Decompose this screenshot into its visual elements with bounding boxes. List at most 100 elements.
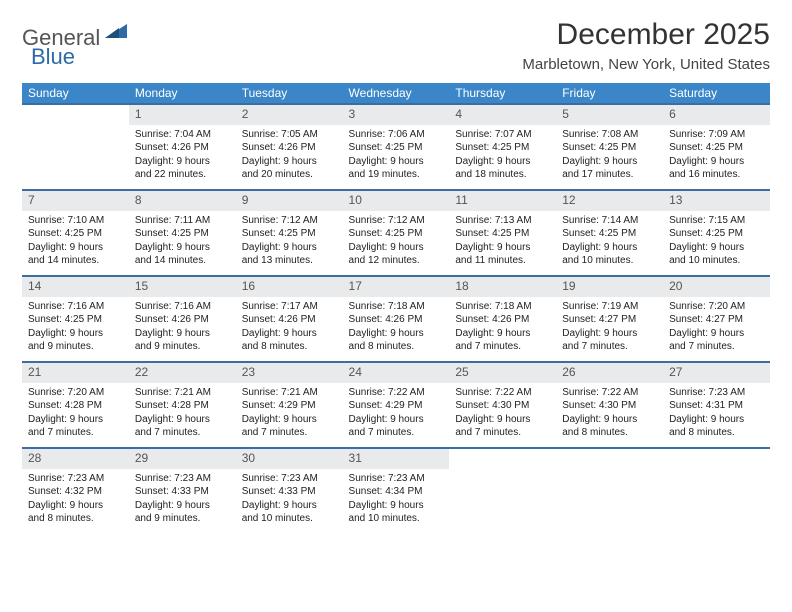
calendar-day-cell: 21Sunrise: 7:20 AMSunset: 4:28 PMDayligh… <box>22 362 129 448</box>
calendar-day-cell <box>22 104 129 190</box>
calendar-day-cell: 19Sunrise: 7:19 AMSunset: 4:27 PMDayligh… <box>556 276 663 362</box>
calendar-day-cell: 2Sunrise: 7:05 AMSunset: 4:26 PMDaylight… <box>236 104 343 190</box>
header: General December 2025 Marbletown, New Yo… <box>22 18 770 73</box>
calendar-week-row: 7Sunrise: 7:10 AMSunset: 4:25 PMDaylight… <box>22 190 770 276</box>
calendar-day-cell <box>449 448 556 534</box>
calendar-table: SundayMondayTuesdayWednesdayThursdayFrid… <box>22 83 770 534</box>
title-block: December 2025 Marbletown, New York, Unit… <box>522 18 770 73</box>
weekday-header: Sunday <box>22 83 129 104</box>
day-number: 22 <box>129 362 236 383</box>
calendar-day-cell: 4Sunrise: 7:07 AMSunset: 4:25 PMDaylight… <box>449 104 556 190</box>
day-number: 18 <box>449 276 556 297</box>
day-number: 28 <box>22 448 129 469</box>
weekday-header: Thursday <box>449 83 556 104</box>
day-detail: Sunrise: 7:17 AMSunset: 4:26 PMDaylight:… <box>236 297 343 356</box>
day-detail: Sunrise: 7:15 AMSunset: 4:25 PMDaylight:… <box>663 211 770 270</box>
day-detail: Sunrise: 7:10 AMSunset: 4:25 PMDaylight:… <box>22 211 129 270</box>
day-detail: Sunrise: 7:23 AMSunset: 4:31 PMDaylight:… <box>663 383 770 442</box>
calendar-day-cell: 10Sunrise: 7:12 AMSunset: 4:25 PMDayligh… <box>343 190 450 276</box>
calendar-week-row: 21Sunrise: 7:20 AMSunset: 4:28 PMDayligh… <box>22 362 770 448</box>
calendar-day-cell: 13Sunrise: 7:15 AMSunset: 4:25 PMDayligh… <box>663 190 770 276</box>
calendar-day-cell: 23Sunrise: 7:21 AMSunset: 4:29 PMDayligh… <box>236 362 343 448</box>
calendar-day-cell: 1Sunrise: 7:04 AMSunset: 4:26 PMDaylight… <box>129 104 236 190</box>
day-number: 20 <box>663 276 770 297</box>
day-number: 15 <box>129 276 236 297</box>
day-detail: Sunrise: 7:11 AMSunset: 4:25 PMDaylight:… <box>129 211 236 270</box>
day-detail: Sunrise: 7:05 AMSunset: 4:26 PMDaylight:… <box>236 125 343 184</box>
day-detail: Sunrise: 7:12 AMSunset: 4:25 PMDaylight:… <box>343 211 450 270</box>
day-number: 29 <box>129 448 236 469</box>
weekday-header: Saturday <box>663 83 770 104</box>
day-number: 6 <box>663 104 770 125</box>
day-number: 1 <box>129 104 236 125</box>
calendar-day-cell: 25Sunrise: 7:22 AMSunset: 4:30 PMDayligh… <box>449 362 556 448</box>
calendar-day-cell <box>556 448 663 534</box>
calendar-day-cell: 17Sunrise: 7:18 AMSunset: 4:26 PMDayligh… <box>343 276 450 362</box>
day-detail: Sunrise: 7:18 AMSunset: 4:26 PMDaylight:… <box>449 297 556 356</box>
day-number: 5 <box>556 104 663 125</box>
calendar-week-row: 1Sunrise: 7:04 AMSunset: 4:26 PMDaylight… <box>22 104 770 190</box>
day-detail: Sunrise: 7:12 AMSunset: 4:25 PMDaylight:… <box>236 211 343 270</box>
calendar-day-cell: 18Sunrise: 7:18 AMSunset: 4:26 PMDayligh… <box>449 276 556 362</box>
day-number: 11 <box>449 190 556 211</box>
logo-text-blue-wrap: Blue <box>30 44 75 70</box>
calendar-day-cell: 8Sunrise: 7:11 AMSunset: 4:25 PMDaylight… <box>129 190 236 276</box>
calendar-header-row: SundayMondayTuesdayWednesdayThursdayFrid… <box>22 83 770 104</box>
day-number: 25 <box>449 362 556 383</box>
day-number: 2 <box>236 104 343 125</box>
day-number: 27 <box>663 362 770 383</box>
page: General December 2025 Marbletown, New Yo… <box>0 0 792 534</box>
calendar-day-cell: 24Sunrise: 7:22 AMSunset: 4:29 PMDayligh… <box>343 362 450 448</box>
calendar-day-cell: 9Sunrise: 7:12 AMSunset: 4:25 PMDaylight… <box>236 190 343 276</box>
day-detail: Sunrise: 7:21 AMSunset: 4:28 PMDaylight:… <box>129 383 236 442</box>
day-number: 21 <box>22 362 129 383</box>
calendar-day-cell: 7Sunrise: 7:10 AMSunset: 4:25 PMDaylight… <box>22 190 129 276</box>
calendar-day-cell: 28Sunrise: 7:23 AMSunset: 4:32 PMDayligh… <box>22 448 129 534</box>
calendar-day-cell: 26Sunrise: 7:22 AMSunset: 4:30 PMDayligh… <box>556 362 663 448</box>
weekday-header: Tuesday <box>236 83 343 104</box>
day-number: 4 <box>449 104 556 125</box>
day-number: 13 <box>663 190 770 211</box>
calendar-day-cell: 11Sunrise: 7:13 AMSunset: 4:25 PMDayligh… <box>449 190 556 276</box>
weekday-header: Friday <box>556 83 663 104</box>
calendar-day-cell: 29Sunrise: 7:23 AMSunset: 4:33 PMDayligh… <box>129 448 236 534</box>
day-detail: Sunrise: 7:22 AMSunset: 4:29 PMDaylight:… <box>343 383 450 442</box>
day-detail: Sunrise: 7:18 AMSunset: 4:26 PMDaylight:… <box>343 297 450 356</box>
day-detail: Sunrise: 7:08 AMSunset: 4:25 PMDaylight:… <box>556 125 663 184</box>
day-number-empty <box>22 104 129 125</box>
calendar-day-cell: 15Sunrise: 7:16 AMSunset: 4:26 PMDayligh… <box>129 276 236 362</box>
calendar-day-cell: 14Sunrise: 7:16 AMSunset: 4:25 PMDayligh… <box>22 276 129 362</box>
month-title: December 2025 <box>522 18 770 52</box>
day-number: 3 <box>343 104 450 125</box>
calendar-day-cell: 3Sunrise: 7:06 AMSunset: 4:25 PMDaylight… <box>343 104 450 190</box>
day-number: 31 <box>343 448 450 469</box>
day-detail: Sunrise: 7:23 AMSunset: 4:33 PMDaylight:… <box>129 469 236 528</box>
day-detail: Sunrise: 7:23 AMSunset: 4:32 PMDaylight:… <box>22 469 129 528</box>
day-detail: Sunrise: 7:22 AMSunset: 4:30 PMDaylight:… <box>556 383 663 442</box>
day-number: 26 <box>556 362 663 383</box>
day-number: 23 <box>236 362 343 383</box>
day-detail: Sunrise: 7:19 AMSunset: 4:27 PMDaylight:… <box>556 297 663 356</box>
day-number: 9 <box>236 190 343 211</box>
day-number: 24 <box>343 362 450 383</box>
day-detail: Sunrise: 7:23 AMSunset: 4:33 PMDaylight:… <box>236 469 343 528</box>
calendar-day-cell: 16Sunrise: 7:17 AMSunset: 4:26 PMDayligh… <box>236 276 343 362</box>
day-detail: Sunrise: 7:14 AMSunset: 4:25 PMDaylight:… <box>556 211 663 270</box>
calendar-day-cell: 20Sunrise: 7:20 AMSunset: 4:27 PMDayligh… <box>663 276 770 362</box>
day-number: 12 <box>556 190 663 211</box>
location-text: Marbletown, New York, United States <box>522 56 770 73</box>
calendar-day-cell: 27Sunrise: 7:23 AMSunset: 4:31 PMDayligh… <box>663 362 770 448</box>
day-number: 16 <box>236 276 343 297</box>
day-number-empty <box>556 448 663 469</box>
day-detail: Sunrise: 7:16 AMSunset: 4:25 PMDaylight:… <box>22 297 129 356</box>
day-number: 19 <box>556 276 663 297</box>
day-number-empty <box>663 448 770 469</box>
logo-text-blue: Blue <box>31 44 75 69</box>
weekday-header: Monday <box>129 83 236 104</box>
day-detail: Sunrise: 7:06 AMSunset: 4:25 PMDaylight:… <box>343 125 450 184</box>
day-number: 17 <box>343 276 450 297</box>
day-number: 30 <box>236 448 343 469</box>
calendar-day-cell: 6Sunrise: 7:09 AMSunset: 4:25 PMDaylight… <box>663 104 770 190</box>
calendar-week-row: 14Sunrise: 7:16 AMSunset: 4:25 PMDayligh… <box>22 276 770 362</box>
calendar-day-cell: 22Sunrise: 7:21 AMSunset: 4:28 PMDayligh… <box>129 362 236 448</box>
